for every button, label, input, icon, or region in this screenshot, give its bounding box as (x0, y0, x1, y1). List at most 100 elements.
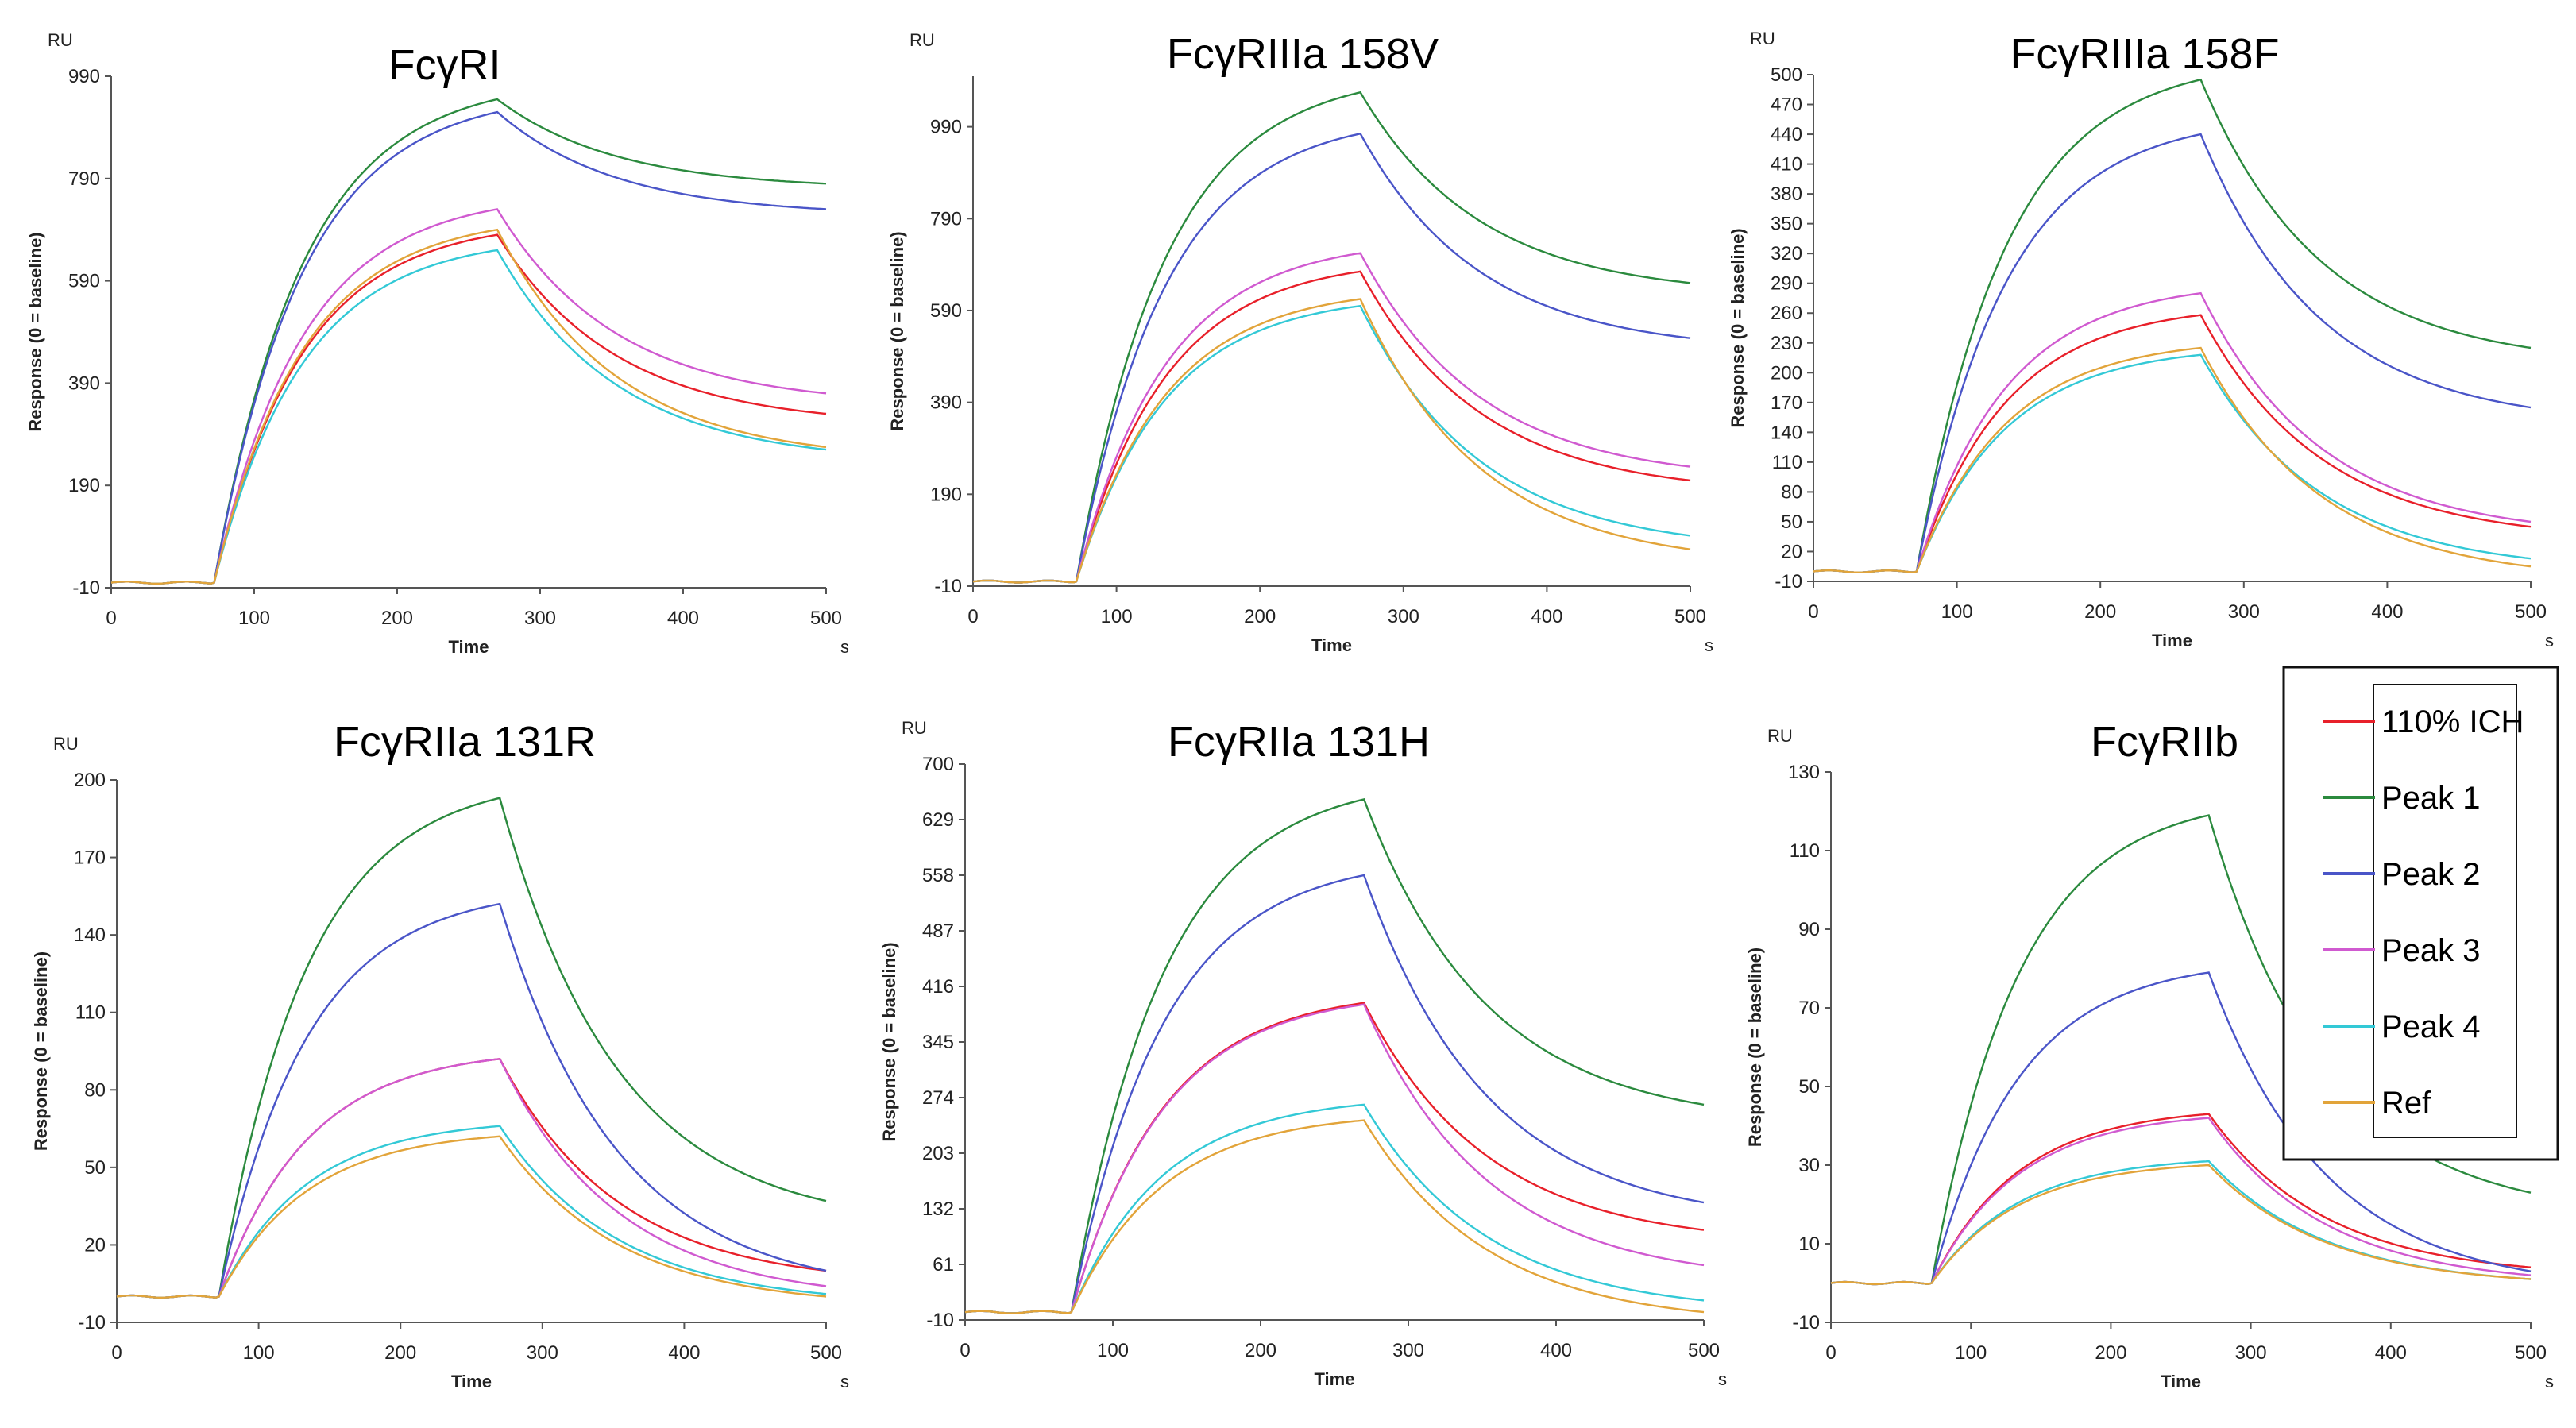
x-tick-label: 300 (527, 1342, 558, 1364)
y-tick-label: 140 (74, 924, 106, 946)
legend: 110% ICH Peak 1 Peak 2 Peak 3 Peak 4 Ref (2282, 666, 2559, 1161)
x-tick-label: 500 (1674, 606, 1706, 627)
chart-title: FcγRIIa 131H (1168, 718, 1430, 766)
y-tick-label: 110 (75, 1002, 106, 1024)
y-tick-label: -10 (72, 577, 100, 599)
y-unit-label: RU (48, 30, 73, 50)
x-tick-label: 0 (1825, 1342, 1836, 1364)
legend-label: Peak 1 (2381, 781, 2481, 816)
x-tick-label: 0 (111, 1342, 122, 1364)
y-tick-label: 70 (1798, 998, 1820, 1019)
x-tick-label: 100 (243, 1342, 275, 1364)
series-line-peak-2 (1830, 971, 2532, 1286)
y-axis-title: Response (0 = baseline) (1745, 947, 1765, 1147)
chart-title: FcγRIIb (2091, 718, 2238, 766)
x-tick-label: 300 (2235, 1342, 2267, 1364)
y-tick-label: 190 (68, 475, 100, 496)
x-unit-label: s (840, 1372, 849, 1391)
y-tick-label: 416 (922, 976, 954, 998)
x-tick-label: 200 (2084, 601, 2116, 623)
y-tick-label: 345 (922, 1032, 954, 1053)
y-tick-label: 200 (74, 770, 106, 791)
chart-panel-2: -10 190 390 590 790 990 0 100 200 300 400 500 RU s Tim… (887, 30, 1713, 655)
x-tick-label: 500 (810, 608, 842, 629)
y-tick-label: 140 (1771, 422, 1802, 443)
y-tick-label: 130 (1788, 762, 1820, 783)
x-unit-label: s (2545, 1372, 2554, 1391)
chart-panel-4: -10 20 50 80 110 140 170 200 0 100 200 300 400 500 RU s… (31, 718, 849, 1391)
chart-panel-5: -10 61 132 203 274 345 416 487 558 629 700 0 100 200 3… (879, 718, 1727, 1389)
y-tick-label: 629 (922, 809, 954, 831)
series-line-ref (116, 1135, 827, 1299)
chart-title: FcγRI (389, 41, 501, 89)
x-tick-label: 400 (2375, 1342, 2407, 1364)
series-line-peak-3 (964, 1003, 1705, 1314)
y-tick-label: 390 (68, 372, 100, 394)
y-axis-title: Response (0 = baseline) (25, 232, 45, 431)
y-tick-label: 20 (1781, 541, 1802, 562)
y-tick-label: 203 (922, 1143, 954, 1164)
x-tick-label: 100 (1097, 1340, 1129, 1361)
y-tick-label: 20 (84, 1234, 106, 1256)
x-tick-label: 500 (1688, 1340, 1720, 1361)
x-tick-label: 400 (668, 1342, 700, 1364)
y-tick-label: 61 (933, 1254, 954, 1276)
x-tick-label: 300 (2228, 601, 2260, 623)
chart-panel-6: -10 10 30 50 70 90 110 130 0 100 200 300 400 500 RU s Ti… (1745, 718, 2554, 1391)
legend-label: 110% ICH (2381, 704, 2524, 739)
y-tick-label: 200 (1771, 362, 1802, 384)
series-line-ref (972, 298, 1691, 584)
y-tick-label: 790 (930, 208, 962, 230)
series-line-ref (1830, 1164, 2532, 1286)
x-tick-label: 200 (2095, 1342, 2126, 1364)
series-line-peak-2 (972, 132, 1691, 584)
x-tick-label: 100 (1101, 606, 1133, 627)
series-line-peak-2 (964, 874, 1705, 1314)
series-line-peak-3 (1813, 291, 2532, 574)
y-tick-label: 10 (1798, 1233, 1820, 1255)
y-tick-label: 410 (1771, 154, 1802, 176)
x-tick-label: 0 (967, 606, 978, 627)
y-axis-title: Response (0 = baseline) (887, 231, 907, 430)
chart-title: FcγRIIIa 158V (1167, 30, 1439, 78)
y-axis-title: Response (0 = baseline) (31, 951, 51, 1151)
x-tick-label: 300 (524, 608, 556, 629)
y-tick-label: 487 (922, 920, 954, 942)
x-tick-label: 200 (381, 608, 413, 629)
series-line-110-ich (1813, 314, 2532, 574)
legend-inner-frame (2373, 684, 2517, 1138)
series-line-peak-1 (964, 797, 1705, 1314)
series-line-peak-3 (972, 252, 1691, 584)
y-tick-label: 320 (1771, 243, 1802, 264)
y-tick-label: 230 (1771, 333, 1802, 354)
x-unit-label: s (1705, 635, 1713, 655)
x-tick-label: 100 (1941, 601, 1973, 623)
y-tick-label: 50 (1781, 511, 1802, 533)
x-tick-label: 200 (1245, 1340, 1276, 1361)
series-line-ref (964, 1119, 1705, 1314)
y-tick-label: 590 (930, 300, 962, 322)
x-tick-label: 100 (1955, 1342, 1987, 1364)
x-tick-label: 100 (238, 608, 270, 629)
y-tick-label: 110 (1772, 452, 1802, 473)
legend-label: Ref (2381, 1086, 2431, 1121)
y-tick-label: 290 (1771, 273, 1802, 295)
series-line-peak-1 (1813, 78, 2532, 574)
series-line-110-ich (964, 1002, 1705, 1314)
y-tick-label: 274 (922, 1087, 954, 1109)
y-tick-label: 380 (1771, 183, 1802, 205)
x-tick-label: 400 (667, 608, 699, 629)
series-line-peak-2 (110, 110, 827, 585)
series-line-peak-3 (116, 1058, 827, 1299)
x-axis-title: Time (451, 1372, 492, 1391)
series-line-110-ich (110, 233, 827, 585)
x-tick-label: 400 (2371, 601, 2403, 623)
series-line-peak-4 (972, 304, 1691, 584)
y-tick-label: 50 (1798, 1076, 1820, 1098)
series-line-peak-1 (110, 98, 827, 585)
y-tick-label: 50 (84, 1157, 106, 1179)
y-tick-label: 790 (68, 168, 100, 190)
y-tick-label: 500 (1771, 64, 1802, 86)
x-axis-title: Time (449, 637, 489, 657)
